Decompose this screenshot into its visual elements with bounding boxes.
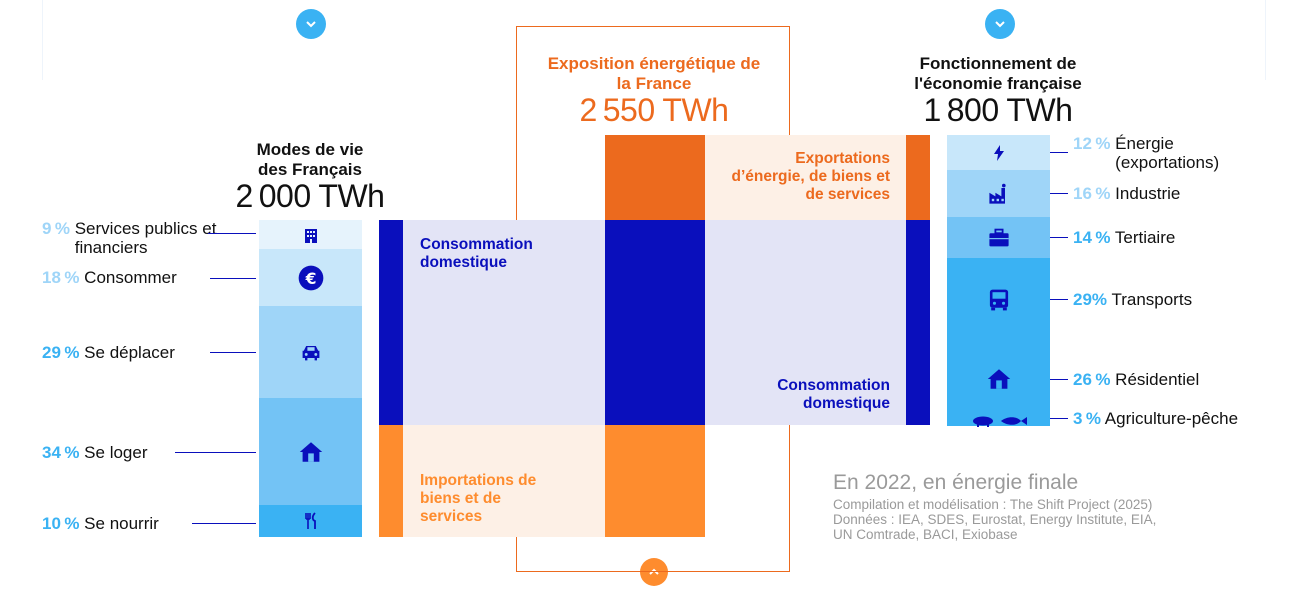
bus-icon xyxy=(989,289,1008,310)
modes-segment-consommer: € xyxy=(259,249,362,306)
right-exports-bar xyxy=(906,135,930,220)
note-source-1: Compilation et modélisation : The Shift … xyxy=(833,497,1153,512)
note-heading: En 2022, en énergie finale xyxy=(833,471,1079,494)
leader-line-tertiaire xyxy=(1050,237,1068,238)
leader-line-industrie xyxy=(1050,193,1068,194)
economy-label-tertiaire: 14 % Tertiaire xyxy=(1073,228,1176,247)
leader-line-transports xyxy=(1050,299,1068,300)
house-icon xyxy=(299,441,322,462)
leader-line-services xyxy=(208,233,256,234)
modes-label-consommer: 18 % Consommer xyxy=(42,268,177,287)
chevron-up-icon xyxy=(649,568,659,575)
economy-segment-agriculture xyxy=(947,416,1050,427)
right-panel-border xyxy=(1265,0,1266,80)
modes-total: 2 000 TWh xyxy=(235,178,385,214)
leader-line-agriculture xyxy=(1050,418,1068,419)
building-icon xyxy=(304,228,317,243)
economy-label-energie: 12 % Énergie (exportations) xyxy=(1073,134,1220,172)
left-domestic-bar xyxy=(379,220,403,425)
economy-total: 1 800 TWh xyxy=(923,92,1073,128)
leader-line-residentiel xyxy=(1050,379,1068,380)
pig-fish-icon xyxy=(972,416,1027,427)
left-panel-border xyxy=(42,0,43,80)
center-imports-bar xyxy=(605,425,705,537)
modes-label-deplacer: 29 % Se déplacer xyxy=(42,343,175,362)
exports-label: Exportations d’énergie, de biens et de s… xyxy=(731,150,891,203)
modes-title: Modes de vie des Français xyxy=(256,140,364,179)
economy-segment-residentiel xyxy=(947,341,1050,416)
collapse-center-button[interactable] xyxy=(640,558,668,586)
domestic-left-label: Consommation domestique xyxy=(420,236,533,271)
modes-label-services: 9 % Services publics et financiers xyxy=(42,219,217,257)
economy-title: Fonctionnement de l'économie française xyxy=(914,54,1082,93)
leader-line-energie xyxy=(1050,152,1068,153)
cutlery-icon xyxy=(304,512,316,529)
right-domestic-bar xyxy=(906,220,930,425)
lightning-icon xyxy=(993,144,1004,161)
economy-segment-industrie xyxy=(947,170,1050,217)
leader-line-deplacer xyxy=(210,352,256,353)
economy-label-residentiel: 26 % Résidentiel xyxy=(1073,370,1200,389)
left-imports-bar xyxy=(379,425,403,537)
euro-icon: € xyxy=(298,265,323,290)
economy-segment-tertiaire xyxy=(947,217,1050,258)
modes-segment-loger xyxy=(259,398,362,505)
center-exports-bar xyxy=(605,135,705,220)
note-source-3: UN Comtrade, BACI, Exiobase xyxy=(833,527,1018,542)
economy-label-transports: 29% Transports xyxy=(1073,290,1193,309)
car-icon xyxy=(302,346,319,361)
modes-label-loger: 34 % Se loger xyxy=(42,443,148,462)
expand-left-button[interactable] xyxy=(296,9,326,39)
note-source-2: Données : IEA, SDES, Eurostat, Energy In… xyxy=(833,512,1157,527)
svg-text:€: € xyxy=(304,269,316,287)
chevron-down-icon xyxy=(995,21,1005,28)
imports-label: Importations de biens et de services xyxy=(420,472,537,525)
chevron-down-icon xyxy=(306,21,316,28)
economy-segment-energie xyxy=(947,135,1050,170)
domestic-right-label: Consommation domestique xyxy=(777,377,890,412)
modes-segment-deplacer xyxy=(259,306,362,398)
modes-segment-services xyxy=(259,220,362,249)
leader-line-loger xyxy=(175,452,256,453)
economy-label-industrie: 16 % Industrie xyxy=(1073,184,1181,203)
house-icon xyxy=(987,368,1010,389)
factory-icon xyxy=(988,183,1006,204)
center-title: Exposition énergétique de la France xyxy=(547,54,761,93)
economy-segment-transports xyxy=(947,258,1050,341)
leader-line-nourrir xyxy=(192,523,256,524)
modes-label-nourrir: 10 % Se nourrir xyxy=(42,514,159,533)
leader-line-consommer xyxy=(210,278,256,279)
center-total: 2 550 TWh xyxy=(579,92,729,128)
expand-right-button[interactable] xyxy=(985,9,1015,39)
economy-label-agriculture: 3 % Agriculture-pêche xyxy=(1073,409,1239,428)
briefcase-icon xyxy=(988,228,1009,246)
center-domestic-bar xyxy=(605,220,705,425)
modes-segment-nourrir xyxy=(259,505,362,537)
